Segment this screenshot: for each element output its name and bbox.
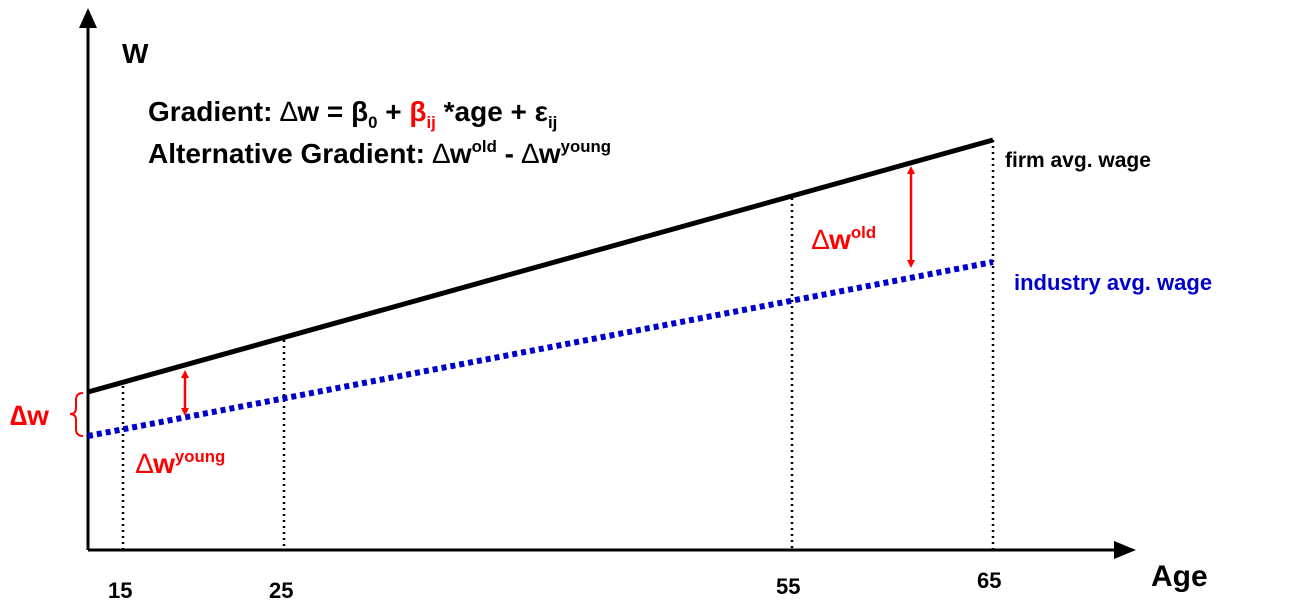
delta-symbol: ∆ [812, 224, 830, 255]
beta-ij: β [409, 96, 427, 127]
x-axis-arrowhead [1114, 541, 1136, 559]
x-tick-65: 65 [977, 568, 1002, 593]
w-young-base: w [538, 138, 561, 169]
firm-avg-wage-line [87, 137, 994, 395]
w-old-base: w [449, 138, 472, 169]
w-old-base: w [829, 224, 851, 255]
firm-avg-wage-label: firm avg. wage [1005, 149, 1151, 172]
gradient-formula: Gradient: ∆w = β0 + βij *age + εij [148, 96, 557, 131]
beta0-subscript: 0 [368, 112, 378, 132]
delta-symbol: ∆ [432, 138, 450, 169]
plus-sign: + [377, 96, 410, 127]
old-superscript: old [850, 222, 877, 242]
w-young-base: w [153, 448, 175, 479]
delta-w-label: ∆w [10, 400, 49, 431]
y-axis-arrowhead [79, 8, 97, 28]
alt-gradient-prefix: Alternative Gradient: [148, 138, 433, 169]
gradient-prefix: Gradient: [148, 96, 281, 127]
delta-symbol: ∆ [521, 138, 539, 169]
x-tick-25: 25 [269, 578, 294, 603]
age-term: *age + ε [435, 96, 548, 127]
x-tick-55: 55 [776, 574, 801, 599]
y-axis-label: W [122, 38, 149, 69]
delta-w-brace [69, 392, 84, 437]
alternative-gradient-formula: Alternative Gradient: ∆wold - ∆wyoung [148, 136, 611, 169]
young-superscript: young [174, 446, 226, 466]
w-equals-beta: w = β [297, 96, 369, 127]
delta-w-old-label: ∆wold [812, 222, 877, 255]
industry-avg-wage-line [87, 259, 994, 439]
epsilon-subscript: ij [547, 112, 558, 132]
industry-avg-wage-label: industry avg. wage [1014, 270, 1213, 295]
old-superscript: old [471, 136, 497, 156]
beta-ij-subscript: ij [426, 112, 436, 132]
delta-symbol: ∆ [280, 96, 298, 127]
young-superscript: young [560, 136, 611, 156]
delta-w-young-label: ∆wyoung [136, 446, 226, 479]
minus-sign: - [496, 138, 522, 169]
x-tick-15: 15 [108, 578, 133, 603]
delta-symbol: ∆ [136, 448, 154, 479]
x-axis-label: Age [1151, 560, 1208, 593]
